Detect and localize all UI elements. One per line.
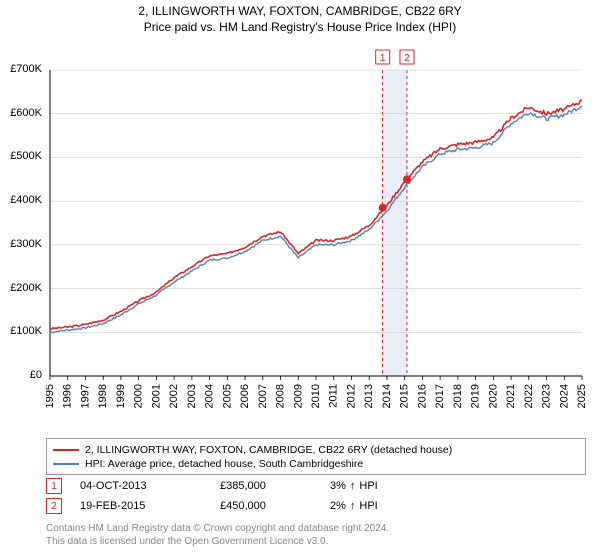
footer-line-1: Contains HM Land Registry data © Crown c… (46, 522, 389, 535)
sale-diff-1: 3% ↑ HPI (330, 480, 378, 492)
svg-text:2018: 2018 (452, 384, 464, 408)
svg-text:2002: 2002 (168, 384, 180, 408)
y-tick-label: £600K (0, 107, 42, 119)
sale-marker-1: 1 (46, 478, 62, 494)
arrow-up-icon: ↑ (350, 500, 356, 512)
svg-text:2008: 2008 (275, 384, 287, 408)
y-tick-label: £0 (0, 369, 42, 381)
chart-legend: 2, ILLINGWORTH WAY, FOXTON, CAMBRIDGE, C… (46, 438, 586, 475)
svg-text:2017: 2017 (434, 384, 446, 408)
svg-text:2009: 2009 (292, 384, 304, 408)
svg-text:2014: 2014 (381, 384, 393, 408)
page-subtitle: Price paid vs. HM Land Registry's House … (0, 20, 600, 34)
svg-text:2: 2 (404, 53, 410, 64)
svg-text:2022: 2022 (523, 384, 535, 408)
svg-text:1: 1 (380, 53, 386, 64)
y-tick-label: £300K (0, 238, 42, 250)
svg-text:2005: 2005 (221, 384, 233, 408)
y-tick-label: £100K (0, 325, 42, 337)
svg-text:1998: 1998 (97, 384, 109, 408)
svg-text:2019: 2019 (470, 384, 482, 408)
arrow-up-icon: ↑ (350, 480, 356, 492)
sale-record-1: 1 04-OCT-2013 £385,000 3% ↑ HPI (46, 478, 586, 494)
sale-date-2: 19-FEB-2015 (80, 500, 220, 512)
svg-text:2004: 2004 (204, 384, 216, 408)
sale-diff-2: 2% ↑ HPI (330, 500, 378, 512)
svg-text:1999: 1999 (115, 384, 127, 408)
page-title: 2, ILLINGWORTH WAY, FOXTON, CAMBRIDGE, C… (0, 4, 600, 18)
svg-text:2012: 2012 (345, 384, 357, 408)
svg-text:2021: 2021 (505, 384, 517, 408)
legend-item-property: 2, ILLINGWORTH WAY, FOXTON, CAMBRIDGE, C… (53, 443, 579, 457)
sale-date-1: 04-OCT-2013 (80, 480, 220, 492)
svg-text:2013: 2013 (363, 384, 375, 408)
svg-text:2006: 2006 (239, 384, 251, 408)
svg-text:2020: 2020 (487, 384, 499, 408)
legend-swatch-hpi (53, 463, 79, 465)
svg-text:2000: 2000 (133, 384, 145, 408)
sale-price-1: £385,000 (220, 480, 330, 492)
attribution-footer: Contains HM Land Registry data © Crown c… (46, 522, 389, 548)
legend-label-hpi: HPI: Average price, detached house, Sout… (85, 457, 363, 471)
legend-item-hpi: HPI: Average price, detached house, Sout… (53, 457, 579, 471)
sale-price-2: £450,000 (220, 500, 330, 512)
legend-swatch-property (53, 449, 79, 451)
svg-text:2023: 2023 (541, 384, 553, 408)
sale-record-2: 2 19-FEB-2015 £450,000 2% ↑ HPI (46, 498, 586, 514)
y-tick-label: £500K (0, 150, 42, 162)
svg-text:2016: 2016 (416, 384, 428, 408)
svg-text:2025: 2025 (576, 384, 586, 408)
y-tick-label: £700K (0, 63, 42, 75)
y-tick-label: £200K (0, 282, 42, 294)
svg-text:2007: 2007 (257, 384, 269, 408)
price-chart: 1995199619971998199920002001200220032004… (46, 46, 586, 396)
svg-text:1995: 1995 (46, 384, 56, 408)
svg-text:2011: 2011 (328, 384, 340, 408)
svg-text:1996: 1996 (62, 384, 74, 408)
svg-text:2001: 2001 (150, 384, 162, 408)
sale-marker-2: 2 (46, 498, 62, 514)
svg-text:2015: 2015 (399, 384, 411, 408)
legend-label-property: 2, ILLINGWORTH WAY, FOXTON, CAMBRIDGE, C… (85, 443, 452, 457)
svg-text:2024: 2024 (558, 384, 570, 408)
footer-line-2: This data is licensed under the Open Gov… (46, 535, 389, 548)
svg-text:2003: 2003 (186, 384, 198, 408)
svg-text:1997: 1997 (79, 384, 91, 408)
y-tick-label: £400K (0, 194, 42, 206)
svg-text:2010: 2010 (310, 384, 322, 408)
